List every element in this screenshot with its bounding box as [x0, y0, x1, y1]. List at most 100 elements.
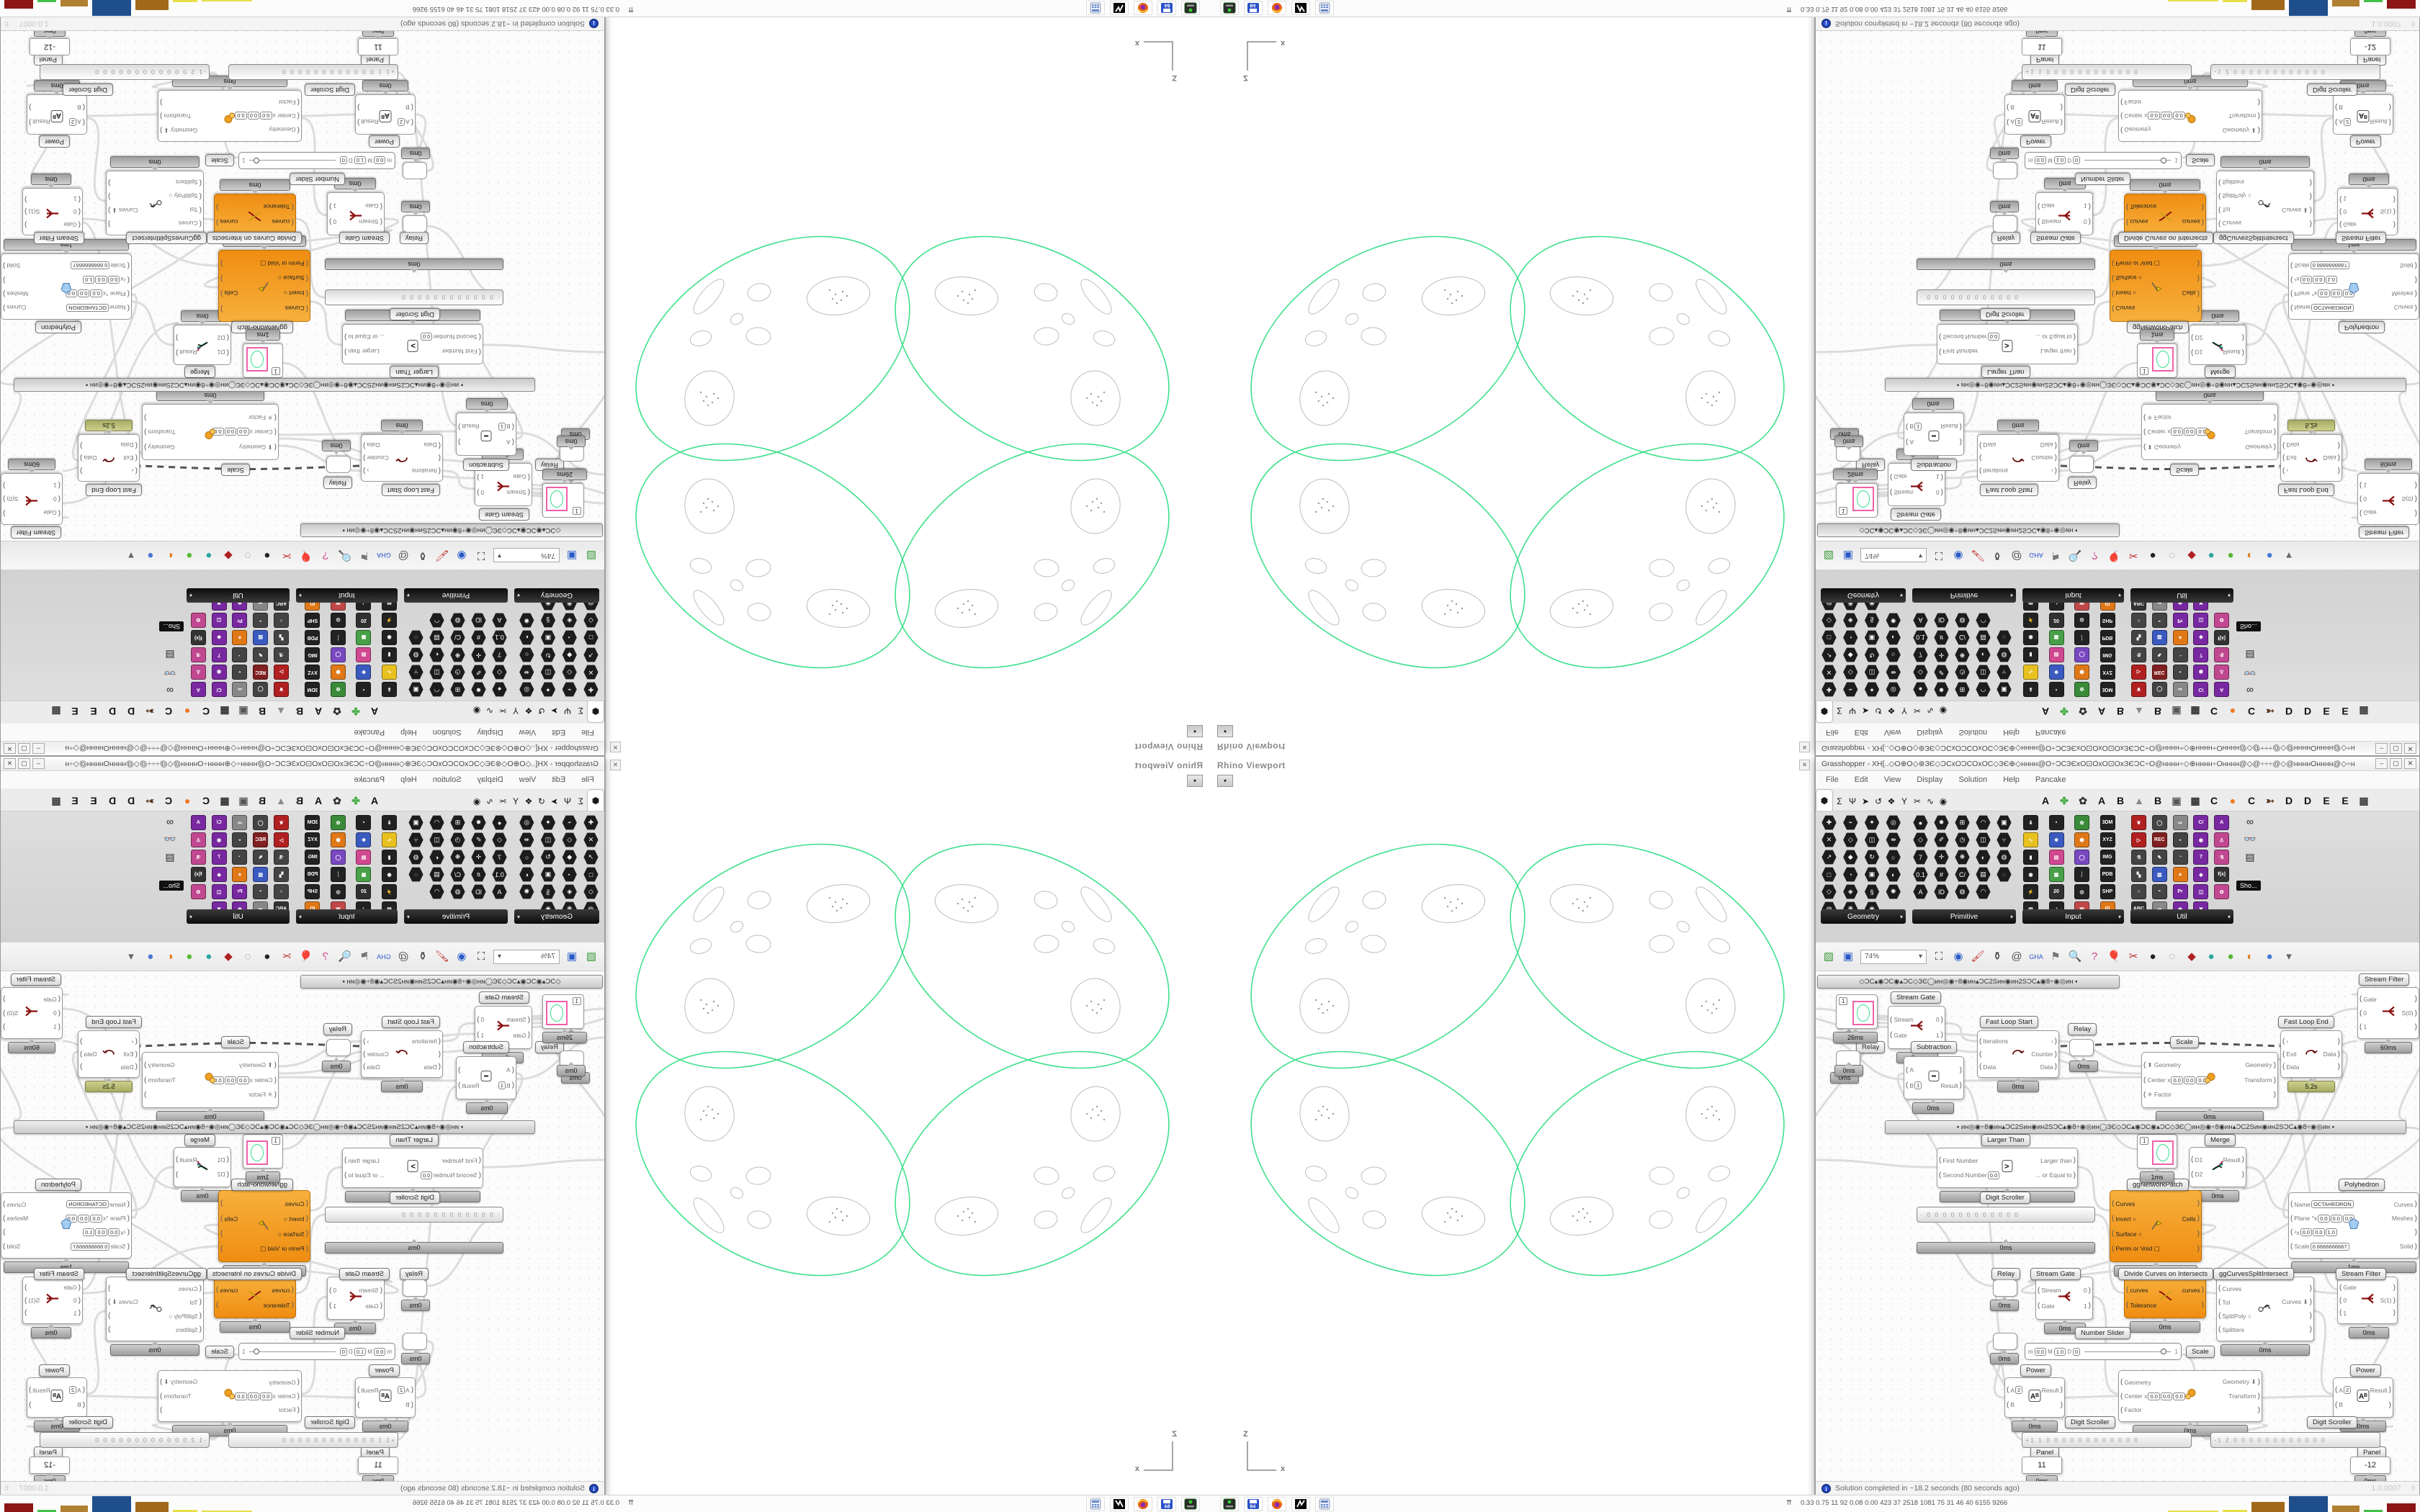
- toolbar-wire-icon[interactable]: ◌: [2169, 549, 2176, 562]
- component-icon[interactable]: ⇨: [2172, 814, 2189, 831]
- component-icon[interactable]: ▥: [252, 629, 269, 646]
- digit-scroller-node[interactable]: -1 2 0 0 0 0 0 0 0 0 0 0 0 0: [2210, 1432, 2380, 1448]
- extra-icon[interactable]: ∞: [166, 685, 174, 696]
- component-icon[interactable]: ♙: [190, 832, 207, 848]
- component-icon[interactable]: f(x): [2213, 866, 2230, 883]
- component-icon[interactable]: C/: [449, 629, 466, 646]
- tab-icon-2[interactable]: Ψ: [1848, 796, 1857, 806]
- toolbar-gha-icon[interactable]: GHA: [2029, 953, 2043, 960]
- component-icon[interactable]: ◷: [449, 832, 466, 848]
- viewport-close-icon[interactable]: ✕: [1799, 760, 1810, 770]
- toolbar-remote-icon[interactable]: @: [2011, 950, 2022, 963]
- component-icon[interactable]: ▤: [429, 866, 445, 883]
- component-icon[interactable]: ◯: [330, 849, 346, 865]
- node-label[interactable]: Digit Scroller: [305, 84, 355, 96]
- component-icon[interactable]: REC: [2151, 832, 2168, 848]
- tab-letter-1[interactable]: ✤: [2060, 795, 2069, 806]
- node-fast-loop-start[interactable]: (Iterations ›)(Counter)(Data Data): [361, 434, 443, 482]
- tab-letter-8[interactable]: ▦: [220, 795, 230, 806]
- taskbar-app-rhino[interactable]: [1291, 1, 1310, 15]
- component-icon[interactable]: ◌: [408, 629, 424, 646]
- tab-letter-14[interactable]: D: [108, 706, 117, 717]
- component-icon[interactable]: 20: [2048, 612, 2065, 629]
- tab-letter-10[interactable]: ●: [2229, 706, 2236, 717]
- component-icon[interactable]: ▤: [2048, 647, 2065, 663]
- tab-icon-9[interactable]: ◉: [1939, 796, 1948, 806]
- menu-item-file[interactable]: File: [581, 775, 594, 784]
- node-subtraction[interactable]: (A)(B 1 Result): [456, 1056, 516, 1099]
- component-icon[interactable]: ✸: [470, 814, 487, 831]
- toolbar-draw-icon[interactable]: 🖌: [435, 549, 449, 562]
- component-icon[interactable]: ◠: [429, 681, 445, 698]
- save-file-icon[interactable]: ▣: [1842, 950, 1854, 963]
- component-icon[interactable]: ◠: [1975, 814, 1991, 831]
- node-label[interactable]: Number Slider: [2075, 1327, 2130, 1339]
- component-icon[interactable]: ◫: [211, 883, 228, 900]
- component-icon[interactable]: ◆: [561, 849, 578, 865]
- menu-item-display[interactable]: Display: [1917, 775, 1943, 784]
- node-stream-filter-top[interactable]: (Gate)(0 S(0))(1): [1, 473, 63, 525]
- component-icon[interactable]: ▮: [381, 647, 398, 663]
- node-label[interactable]: Stream Gate: [2030, 1268, 2081, 1280]
- tab-icon-4[interactable]: ↺: [537, 796, 546, 806]
- tab-letter-4[interactable]: B: [295, 795, 304, 806]
- node-label[interactable]: Divide Curves on Intersects: [206, 1268, 302, 1280]
- component-icon[interactable]: ◈: [1842, 612, 1859, 629]
- component-icon[interactable]: ◔: [2172, 849, 2189, 865]
- component-icon[interactable]: C/: [1954, 866, 1971, 883]
- component-icon[interactable]: ✦: [1864, 814, 1881, 831]
- component-icon[interactable]: ◠: [1975, 883, 1991, 900]
- menu-item-display[interactable]: Display: [477, 775, 503, 784]
- tab-letter-10[interactable]: ●: [184, 795, 191, 806]
- component-icon[interactable]: ◯: [2074, 647, 2090, 663]
- network-patch-node[interactable]: 1: [1836, 994, 1878, 1029]
- toolbar-gem-icon[interactable]: ◆: [224, 950, 233, 963]
- component-icon[interactable]: ◐: [429, 647, 445, 663]
- node-label[interactable]: Relay: [399, 1268, 429, 1280]
- component-icon[interactable]: ◫: [2192, 612, 2209, 629]
- gh-titlebar[interactable]: Grasshopper - XH[..◇O⊕O◇⊛ЗЄ◇ƆCxOƆCOxOC◇З…: [1, 741, 604, 755]
- node-label[interactable]: Scale: [2170, 1036, 2199, 1048]
- component-icon[interactable]: ◇: [491, 664, 508, 680]
- digit-scroller-node[interactable]: · 0 0 0 0 0 0 0 0 0 0 0 0: [1917, 1207, 2095, 1223]
- component-icon[interactable]: ◐: [519, 866, 535, 883]
- gh-canvas[interactable]: (Stream0)(Gate1)0ms(Iterations›)(Counter…: [1816, 31, 2419, 541]
- node-scale-1[interactable]: (⬆ Geometry Geometry)(Center x 0.0 0.0 0.0 Tr…: [2141, 404, 2278, 460]
- component-icon[interactable]: ✎: [252, 849, 269, 865]
- node-label[interactable]: Larger Than: [390, 366, 439, 378]
- tab-letter-16[interactable]: E: [71, 706, 79, 717]
- component-icon[interactable]: □: [1821, 629, 1837, 646]
- component-icon[interactable]: ❋: [1954, 849, 1971, 865]
- tab-letter-12[interactable]: ➳: [145, 795, 154, 806]
- component-icon[interactable]: ◉: [381, 629, 398, 646]
- component-icon[interactable]: ⌡: [330, 866, 346, 883]
- component-icon[interactable]: ⚡: [2022, 612, 2039, 629]
- toolbar-bake-icon[interactable]: ⚱: [1992, 549, 2002, 562]
- tab-letter-4[interactable]: B: [295, 706, 304, 717]
- toolbar-sphere-blue-icon[interactable]: ●: [2266, 549, 2273, 562]
- component-icon[interactable]: ◍: [449, 883, 466, 900]
- node-stream-filter-top[interactable]: (Gate)(0 S(0))(1): [2357, 473, 2419, 525]
- tab-icon-4[interactable]: ↺: [1874, 796, 1883, 806]
- component-icon[interactable]: □: [1821, 866, 1837, 883]
- tab-icon-1[interactable]: Σ: [578, 706, 583, 716]
- component-icon[interactable]: ⑂: [408, 664, 424, 680]
- component-icon[interactable]: PDB: [305, 629, 321, 646]
- component-icon[interactable]: ✐: [1933, 832, 1950, 848]
- toolbar-sphere-green-icon[interactable]: ●: [186, 549, 193, 562]
- component-icon[interactable]: PDB: [2099, 866, 2116, 883]
- component-icon[interactable]: ◈: [1842, 883, 1859, 900]
- tab-icon-1[interactable]: Σ: [1837, 796, 1842, 806]
- viewport-menu-button[interactable]: ▾: [1217, 775, 1233, 787]
- node-label[interactable]: Merge: [2205, 366, 2236, 378]
- node-ggcurvessplit[interactable]: (Curves)(Tol Curves ⬇)(SplitPoly ○)(Split…: [2216, 1277, 2314, 1341]
- component-icon[interactable]: □: [583, 629, 599, 646]
- component-icon[interactable]: ◠: [429, 814, 445, 831]
- zoom-level-select[interactable]: 74% ▾: [493, 548, 560, 563]
- number-slider-node[interactable]: m 0.0 M 1.0 D 0 1: [2025, 1343, 2182, 1360]
- extra-icon[interactable]: 👓: [163, 667, 176, 679]
- component-icon[interactable]: ●: [491, 681, 508, 698]
- node-scale-2[interactable]: (Geometry Geometry ⬇)(Center x 0.0 0.0 0.0 Tr…: [158, 90, 302, 142]
- toolbar-gha-icon[interactable]: GHA: [377, 953, 391, 960]
- tab-letter-5[interactable]: ▲: [276, 706, 286, 717]
